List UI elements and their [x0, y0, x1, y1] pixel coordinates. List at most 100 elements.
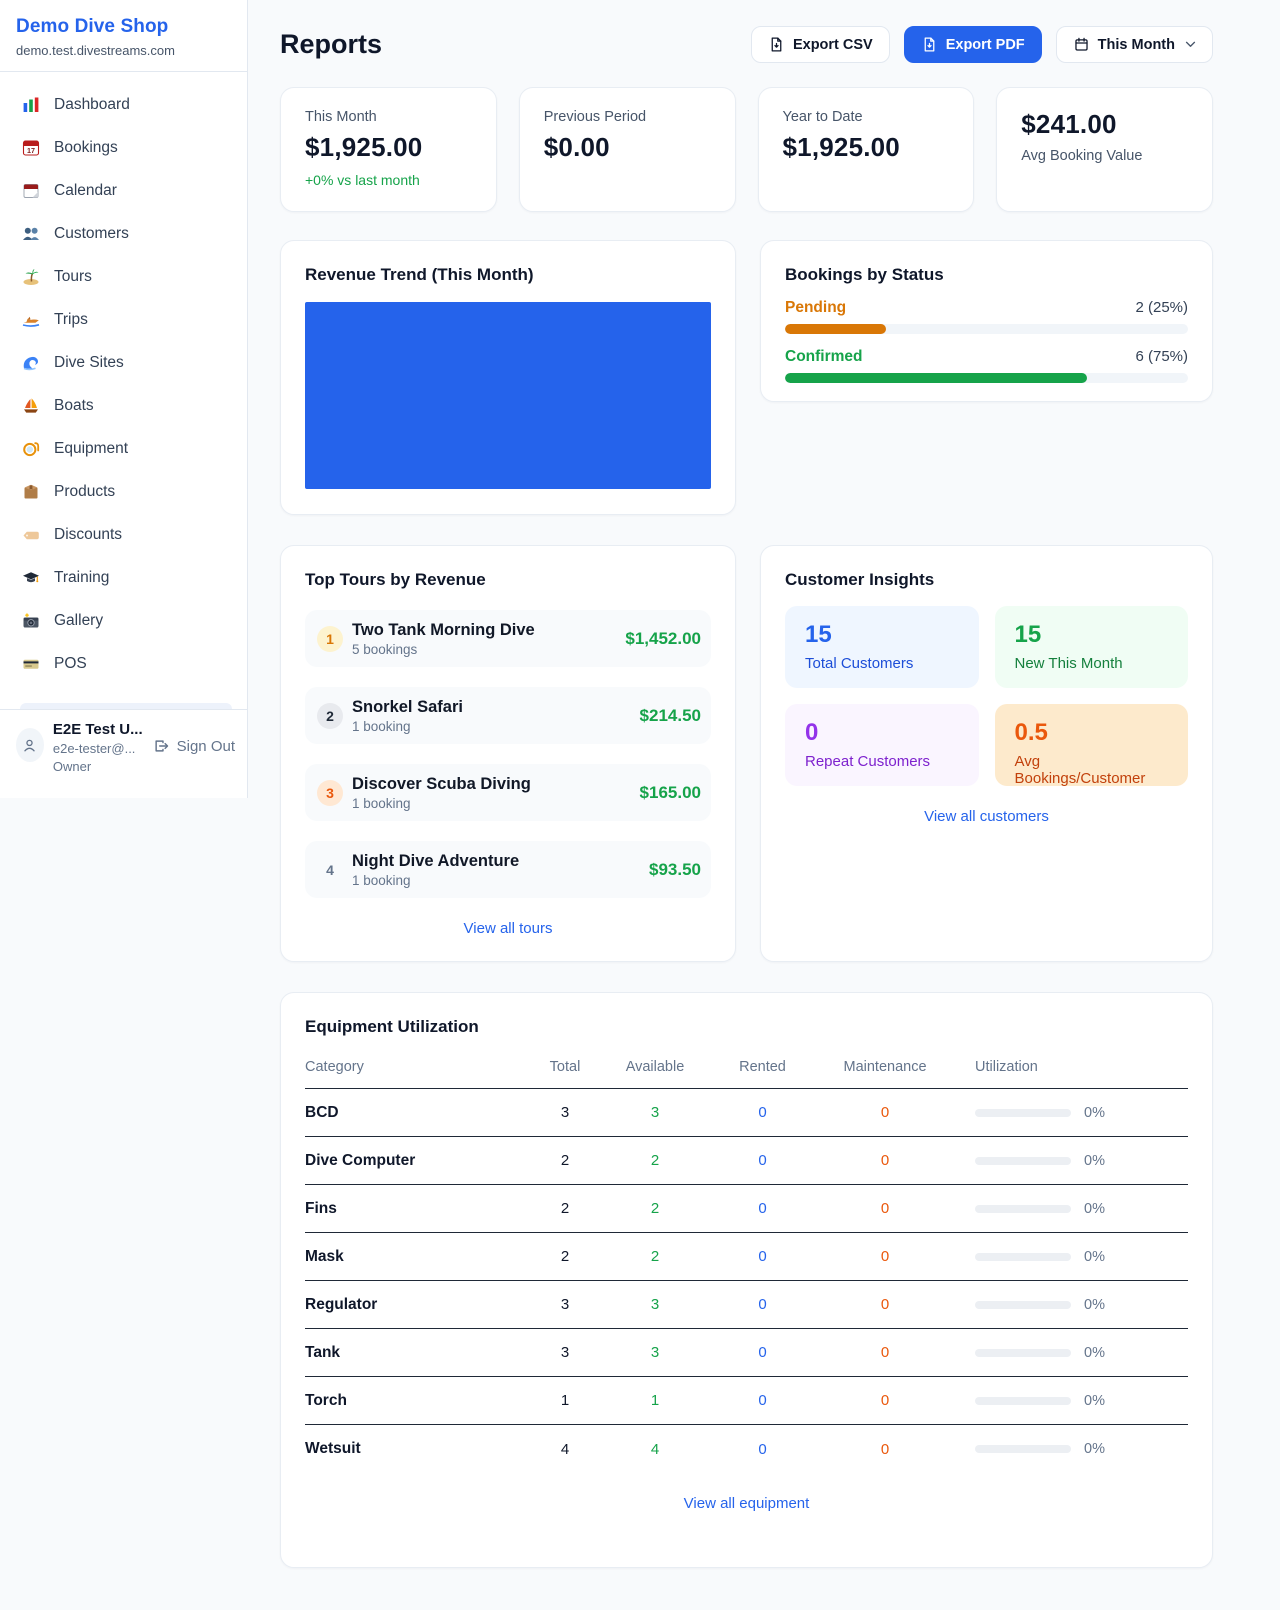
- sidebar-item-dashboard[interactable]: Dashboard: [16, 86, 239, 124]
- utilization-percent: 0%: [1084, 1296, 1105, 1313]
- sidebar-item-trips[interactable]: Trips: [16, 301, 239, 339]
- insight-label: Repeat Customers: [805, 753, 931, 770]
- insight-tile-total-customers: 15 Total Customers: [785, 606, 979, 688]
- equipment-category: Mask: [305, 1247, 344, 1265]
- sidebar-item-tours[interactable]: Tours: [16, 258, 239, 296]
- equipment-total: 3: [560, 1104, 570, 1121]
- sidebar-item-label: Calendar: [54, 182, 117, 199]
- sidebar-item-products[interactable]: Products: [16, 473, 239, 511]
- view-all-equipment-link[interactable]: View all equipment: [683, 1495, 810, 1512]
- shop-domain: demo.test.divestreams.com: [16, 43, 175, 58]
- export-csv-button[interactable]: Export CSV: [750, 26, 890, 63]
- tear-calendar-icon: [20, 181, 41, 202]
- table-row: Tank 3 3 0 0 0%: [305, 1329, 1188, 1377]
- sidebar-item-reports-partial[interactable]: [20, 703, 232, 709]
- table-row: BCD 3 3 0 0 0%: [305, 1089, 1188, 1137]
- sidebar-item-label: Gallery: [54, 612, 104, 629]
- user-email: e2e-tester@...: [52, 741, 136, 756]
- shop-name: Demo Dive Shop: [16, 16, 169, 37]
- equipment-rented: 0: [758, 1152, 767, 1169]
- equipment-maintenance: 0: [880, 1296, 890, 1313]
- table-row: Mask 2 2 0 0 0%: [305, 1233, 1188, 1281]
- equipment-rented: 0: [758, 1104, 767, 1121]
- svg-text:17: 17: [27, 146, 35, 155]
- column-header: Category: [305, 1058, 364, 1075]
- export-pdf-label: Export PDF: [945, 36, 1025, 53]
- rank-badge: 3: [317, 779, 343, 806]
- equipment-utilization-title: Equipment Utilization: [305, 1017, 479, 1036]
- stat-label: This Month: [305, 109, 377, 125]
- camera-icon: [20, 611, 41, 632]
- calendar-date-icon: 17: [20, 138, 41, 159]
- rank-badge: 1: [317, 625, 343, 652]
- sidebar-item-label: Trips: [54, 311, 88, 328]
- insight-value: 15: [805, 621, 832, 648]
- dive-mask-icon: [20, 439, 41, 460]
- sidebar-item-bookings[interactable]: 17 Bookings: [16, 129, 239, 167]
- table-row: Dive Computer 2 2 0 0 0%: [305, 1137, 1188, 1185]
- revenue-trend-card: Revenue Trend (This Month): [280, 240, 736, 515]
- speedboat-icon: [20, 310, 41, 331]
- equipment-maintenance: 0: [880, 1104, 890, 1121]
- revenue-trend-chart: [305, 302, 711, 489]
- view-all-tours-link[interactable]: View all tours: [463, 920, 553, 937]
- sidebar-item-dive-sites[interactable]: Dive Sites: [16, 344, 239, 382]
- table-row: Fins 2 2 0 0 0%: [305, 1185, 1188, 1233]
- customer-insights-card: Customer Insights 15 Total Customers 15 …: [760, 545, 1213, 962]
- bookings-by-status-card: Bookings by Status Pending 2 (25%) Confi…: [760, 240, 1213, 402]
- utilization-bar: [975, 1300, 1071, 1309]
- sidebar-item-calendar[interactable]: Calendar: [16, 172, 239, 210]
- sidebar-item-gallery[interactable]: Gallery: [16, 602, 239, 640]
- user-footer: E2E Test U... e2e-tester@... Owner Sign …: [0, 709, 247, 774]
- stat-delta: +0% vs last month: [305, 172, 420, 188]
- utilization-bar: [975, 1445, 1071, 1453]
- equipment-maintenance: 0: [880, 1392, 890, 1409]
- sidebar-item-equipment[interactable]: Equipment: [16, 430, 239, 468]
- top-tours-title: Top Tours by Revenue: [305, 570, 486, 589]
- sidebar-item-training[interactable]: Training: [16, 559, 239, 597]
- tour-bookings: 1 booking: [352, 718, 411, 734]
- sidebar-item-label: Equipment: [54, 440, 129, 457]
- tour-row: 3 Discover Scuba Diving 1 booking $165.0…: [305, 764, 711, 821]
- equipment-available: 3: [650, 1344, 660, 1361]
- equipment-total: 3: [560, 1296, 570, 1313]
- equipment-maintenance: 0: [880, 1152, 890, 1169]
- tour-revenue: $1,452.00: [625, 628, 701, 648]
- sidebar-item-label: Bookings: [54, 139, 118, 156]
- tour-name: Two Tank Morning Dive: [352, 620, 535, 639]
- equipment-maintenance: 0: [880, 1344, 890, 1361]
- sidebar-item-customers[interactable]: Customers: [16, 215, 239, 253]
- insight-tile-avg-bookings: 0.5 Avg Bookings/Customer: [994, 704, 1188, 787]
- insight-tile-repeat-customers: 0 Repeat Customers: [785, 704, 979, 786]
- stat-card-avg-booking-value: $241.00 Avg Booking Value: [996, 87, 1213, 212]
- equipment-rented: 0: [758, 1392, 767, 1409]
- stat-label: Previous Period: [543, 109, 647, 125]
- sidebar-item-label: Dashboard: [54, 96, 130, 113]
- equipment-maintenance: 0: [880, 1248, 890, 1265]
- equipment-rented: 0: [758, 1440, 767, 1458]
- utilization-bar: [975, 1204, 1071, 1213]
- chevron-down-icon: [1185, 41, 1196, 47]
- insight-label: Total Customers: [805, 655, 914, 672]
- utilization-percent: 0%: [1084, 1392, 1105, 1409]
- tour-name: Snorkel Safari: [352, 697, 463, 716]
- sidebar-item-pos[interactable]: POS: [16, 645, 239, 683]
- page-header: Reports Export CSV Export PDF This Month: [280, 26, 1213, 63]
- credit-card-icon: [20, 654, 41, 675]
- sidebar-item-boats[interactable]: Boats: [16, 387, 239, 425]
- export-pdf-button[interactable]: Export PDF: [903, 26, 1042, 63]
- insight-tile-new-this-month: 15 New This Month: [994, 606, 1188, 688]
- equipment-total: 3: [560, 1344, 570, 1361]
- equipment-category: Wetsuit: [305, 1440, 361, 1457]
- insight-label: Avg Bookings/Customer: [1014, 753, 1146, 787]
- equipment-category: BCD: [305, 1103, 339, 1121]
- people-icon: [20, 224, 41, 245]
- sign-out-button[interactable]: Sign Out: [152, 737, 235, 755]
- view-all-customers-link[interactable]: View all customers: [924, 808, 1049, 825]
- tour-name: Night Dive Adventure: [352, 851, 520, 870]
- sidebar-item-discounts[interactable]: Discounts: [16, 516, 239, 554]
- period-dropdown[interactable]: This Month: [1055, 26, 1213, 63]
- tour-revenue: $165.00: [639, 782, 701, 802]
- status-value-confirmed: 6 (75%): [1135, 348, 1188, 365]
- rank-badge: 2: [317, 702, 343, 729]
